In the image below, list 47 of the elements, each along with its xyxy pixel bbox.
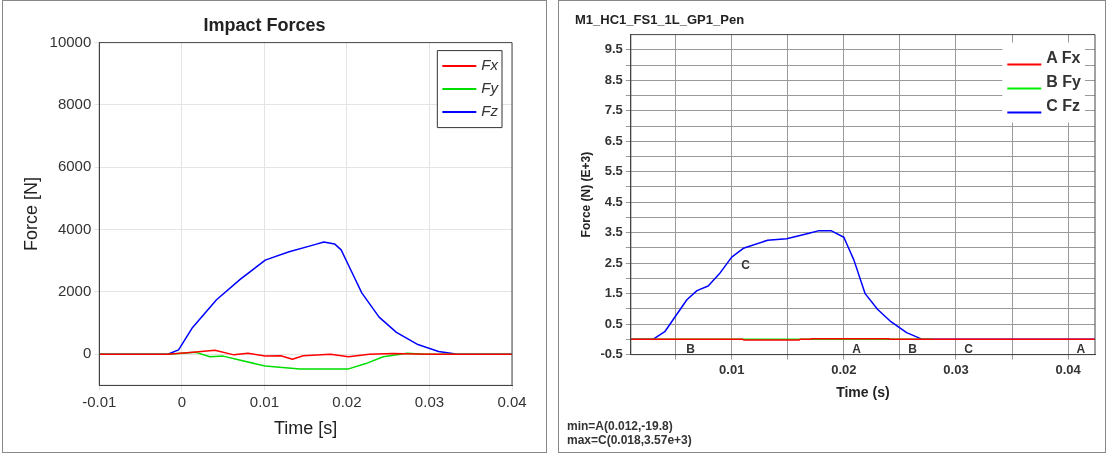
chart-title: Impact Forces	[203, 14, 326, 35]
x-axis-title: Time [s]	[273, 418, 338, 439]
y-tick-label: 3.5	[604, 224, 623, 240]
y-tick-label: 10000	[49, 32, 92, 50]
annotation: B	[908, 341, 918, 356]
legend-label: B Fy	[1046, 73, 1082, 91]
x-axis-title: Time (s)	[836, 384, 890, 401]
y-tick-label: 8000	[57, 95, 92, 113]
x-tick-label: 0.03	[414, 392, 445, 410]
x-tick-label: 0.01	[249, 392, 279, 410]
x-tick-label: -0.01	[82, 392, 117, 410]
y-tick-label: 2.5	[604, 254, 623, 270]
annotation: C	[964, 341, 974, 356]
y-tick-label: 7.5	[604, 102, 623, 118]
y-tick-label: 4000	[57, 219, 92, 237]
y-tick-label: 5.5	[604, 163, 623, 179]
legend-label: Fy	[481, 79, 500, 97]
text: min=A(0.012,-19.8)	[567, 419, 673, 433]
annotation: B	[686, 341, 696, 356]
x-tick-label: 0.01	[719, 361, 745, 377]
legend-label: A Fx	[1046, 49, 1081, 67]
legend-label: C Fz	[1046, 97, 1081, 115]
y-tick-label: 6000	[57, 157, 92, 175]
y-tick-label: 4.5	[604, 193, 623, 209]
y-tick-label: 6.5	[604, 132, 623, 148]
y-axis-title: Force [N]	[20, 176, 41, 252]
annotation: C	[741, 257, 751, 272]
legend-label: Fz	[481, 102, 499, 120]
x-tick-label: 0	[177, 392, 187, 410]
y-tick-label: 1.5	[604, 285, 623, 301]
y-tick-label: 2000	[57, 282, 92, 300]
annotation: A	[1076, 341, 1086, 356]
legend-label: Fx	[481, 56, 499, 74]
text: max=C(0.018,3.57e+3)	[567, 433, 692, 447]
x-tick-label: 0.04	[497, 392, 527, 410]
y-tick-label: 0	[82, 344, 92, 362]
chart-title: M1_HC1_FS1_1L_GP1_Pen	[575, 12, 745, 28]
y-axis-title: Force (N) (E+3)	[578, 151, 593, 238]
y-tick-label: 8.5	[604, 71, 623, 87]
x-tick-label: 0.03	[943, 361, 969, 377]
y-tick-label: -0.5	[600, 346, 623, 362]
y-tick-label: 9.5	[604, 41, 623, 57]
y-tick-label: 0.5	[604, 315, 623, 331]
annotation: A	[852, 341, 862, 356]
x-tick-label: 0.02	[831, 361, 857, 377]
x-tick-label: 0.04	[1055, 361, 1082, 377]
x-tick-label: 0.02	[332, 392, 362, 410]
